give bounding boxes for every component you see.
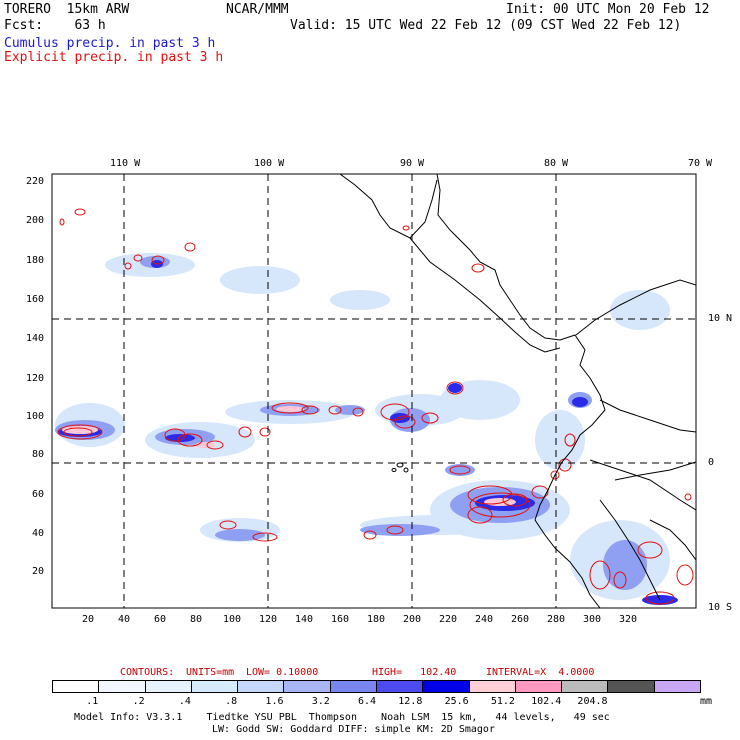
x-tick-label: 200 (403, 614, 422, 625)
init-time: Init: 00 UTC Mon 20 Feb 12 (506, 2, 710, 17)
colorbar-label: 102.4 (531, 696, 562, 707)
y-tick-label: 80 (32, 449, 45, 460)
colorbar-label: .1 (86, 696, 99, 707)
x-tick-label: 280 (547, 614, 566, 625)
colorbar-label: 12.8 (398, 696, 423, 707)
organization-label: NCAR/MMM (226, 2, 289, 17)
y-tick-label: 100 (26, 411, 45, 422)
y-tick-label: 180 (26, 255, 45, 266)
colorbar-swatch (52, 680, 100, 693)
contour-low: LOW= 0.10000 (246, 667, 319, 678)
explicit-contours (57, 208, 694, 605)
colorbar-swatch (329, 680, 377, 693)
x-tick-label: 100 (223, 614, 242, 625)
valid-time: Valid: 15 UTC Wed 22 Feb 12 (09 CST Wed … (290, 18, 682, 33)
x-tick-label: 240 (475, 614, 494, 625)
x-tick-label: 160 (331, 614, 350, 625)
colorbar-swatch (190, 680, 239, 693)
lon-label-90w: 90 W (400, 158, 425, 169)
lat-label-10n: 10 N (708, 313, 733, 324)
colorbar-swatch (144, 680, 192, 693)
colorbar-label: .2 (132, 696, 145, 707)
colorbar-swatch (468, 680, 516, 693)
x-tick-label: 120 (259, 614, 278, 625)
x-tick-label: 180 (367, 614, 386, 625)
y-tick-label: 60 (32, 489, 45, 500)
colorbar-label: .4 (178, 696, 191, 707)
colorbar-swatch (237, 680, 285, 693)
coastlines (339, 174, 696, 608)
colorbar-label: 3.2 (311, 696, 330, 707)
y-tick-label: 160 (26, 294, 45, 305)
colorbar-swatch (283, 680, 331, 693)
x-tick-label: 300 (583, 614, 602, 625)
colorbar-label: 6.4 (358, 696, 377, 707)
colorbar-label: 204.8 (577, 696, 608, 707)
colorbar-swatch (422, 680, 470, 693)
x-tick-label: 80 (190, 614, 203, 625)
cumulus-light-areas (55, 253, 670, 600)
colorbar-swatch (514, 680, 563, 693)
model-info-line1: Model Info: V3.3.1 Tiedtke YSU PBL Thomp… (74, 712, 610, 723)
lat-label-10s: 10 S (708, 602, 733, 613)
colorbar-swatch (653, 680, 701, 693)
contour-high: HIGH= 102.40 (372, 667, 457, 678)
y-tick-label: 220 (26, 176, 45, 187)
forecast-hour: Fcst: 63 h (4, 18, 106, 33)
x-tick-label: 40 (118, 614, 131, 625)
y-tick-label: 40 (32, 528, 45, 539)
legend-cumulus: Cumulus precip. in past 3 h (4, 36, 216, 51)
x-tick-label: 20 (82, 614, 95, 625)
y-tick-label: 200 (26, 215, 45, 226)
model-info-line2: LW: Godd SW: Goddard DIFF: simple KM: 2D… (212, 724, 495, 735)
colorbar-label: .8 (225, 696, 238, 707)
colorbar-swatch (607, 680, 655, 693)
x-tick-label: 320 (619, 614, 638, 625)
legend-explicit: Explicit precip. in past 3 h (4, 50, 224, 65)
lon-label-110w: 110 W (110, 158, 141, 169)
contour-info-label: CONTOURS: (120, 667, 175, 678)
model-title: TORERO 15km ARW (4, 2, 130, 17)
map-frame (51, 173, 697, 609)
contour-units: UNITS=mm (186, 667, 235, 678)
x-tick-label: 260 (511, 614, 530, 625)
x-tick-label: 140 (295, 614, 314, 625)
colorbar-swatch (98, 680, 146, 693)
colorbar-swatch (376, 680, 424, 693)
colorbar-swatch (561, 680, 609, 693)
lon-label-80w: 80 W (544, 158, 569, 169)
latlon-grid (52, 174, 696, 608)
lat-label-0: 0 (708, 457, 715, 468)
colorbar-unit: mm (700, 696, 713, 707)
y-tick-label: 20 (32, 566, 45, 577)
colorbar-label: 1.6 (265, 696, 284, 707)
lon-label-70w: 70 W (688, 158, 713, 169)
y-tick-label: 120 (26, 373, 45, 384)
contour-interval: INTERVAL=X 4.0000 (486, 667, 595, 678)
x-tick-label: 220 (439, 614, 458, 625)
x-tick-label: 60 (154, 614, 167, 625)
lon-label-100w: 100 W (254, 158, 285, 169)
y-tick-label: 140 (26, 333, 45, 344)
colorbar-label: 51.2 (490, 696, 515, 707)
colorbar-label: 25.6 (444, 696, 469, 707)
